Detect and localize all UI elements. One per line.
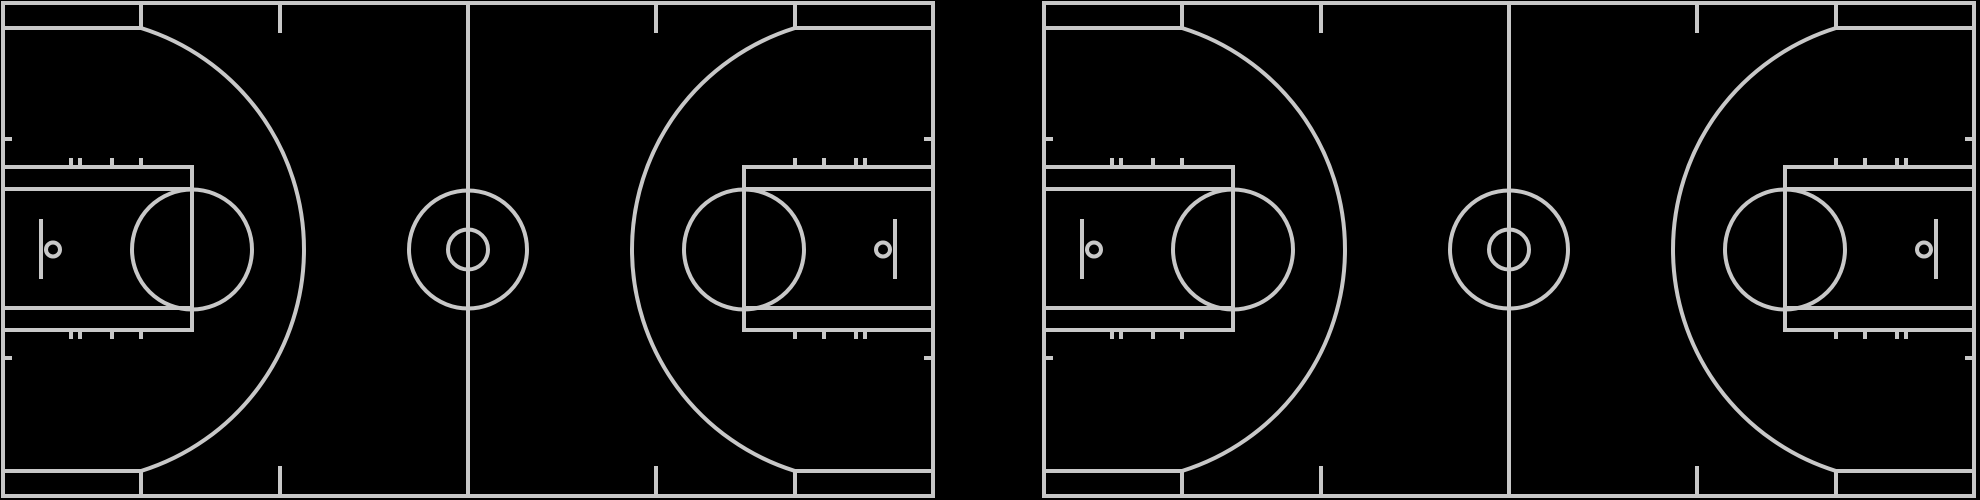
- key-inner-left: [1, 187, 194, 310]
- rim-left: [44, 240, 62, 259]
- key-outer-left: [1042, 165, 1235, 332]
- rim-right: [1915, 240, 1933, 259]
- free-throw-circle-right: [1723, 187, 1847, 312]
- three-point-arc-left: [1181, 26, 1347, 473]
- center-circle-inner: [446, 227, 490, 272]
- free-throw-circle-right: [682, 187, 806, 312]
- free-throw-circle-left: [1171, 187, 1295, 312]
- center-circle-outer: [407, 188, 529, 311]
- key-outer-left: [1, 165, 194, 332]
- center-circle-inner: [1487, 227, 1531, 272]
- key-outer-right: [742, 165, 935, 332]
- three-point-arc-left: [140, 26, 306, 473]
- three-point-arc-right: [630, 26, 796, 473]
- rim-left: [1085, 240, 1103, 259]
- key-outer-right: [1783, 165, 1976, 332]
- rim-right: [874, 240, 892, 259]
- three-point-arc-right: [1671, 26, 1837, 473]
- key-inner-right: [1783, 187, 1976, 310]
- center-circle-outer: [1448, 188, 1570, 311]
- key-inner-left: [1042, 187, 1235, 310]
- free-throw-circle-left: [130, 187, 254, 312]
- key-inner-right: [742, 187, 935, 310]
- court-right: [1042, 1, 1976, 498]
- court-left: [1, 1, 935, 498]
